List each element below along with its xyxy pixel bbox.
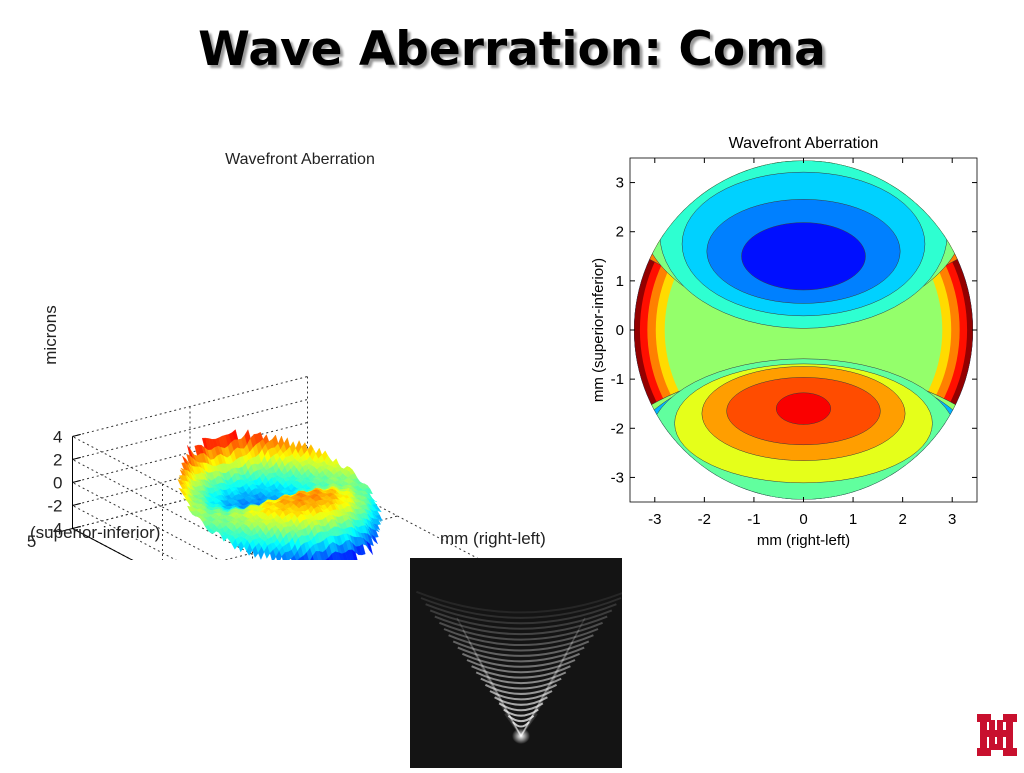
x-tick-label: 2 bbox=[898, 511, 906, 528]
y-axis-label: mm (superior-inferior) bbox=[590, 258, 607, 402]
x-tick-label: 3 bbox=[948, 511, 956, 528]
z-tick-label: 2 bbox=[53, 451, 62, 470]
y-axis-label: (superior-inferior) bbox=[30, 523, 160, 542]
y-tick-label: 0 bbox=[616, 322, 624, 339]
y-tick-label: -3 bbox=[611, 469, 624, 486]
x-axis-label: mm (right-left) bbox=[757, 532, 850, 549]
psf-image bbox=[410, 558, 622, 768]
z-tick-label: -2 bbox=[47, 497, 62, 516]
x-tick-label: 0 bbox=[799, 511, 807, 528]
x-axis-label: mm (right-left) bbox=[440, 529, 546, 548]
y-tick-label: -2 bbox=[611, 420, 624, 437]
y-tick-label: 3 bbox=[616, 175, 624, 192]
chart-title: Wavefront Aberration bbox=[729, 135, 879, 152]
x-tick-label: 1 bbox=[849, 511, 857, 528]
z-axis-label: microns bbox=[41, 305, 60, 365]
slide-title: Wave Aberration: Coma bbox=[0, 22, 1024, 77]
y-tick-label: 2 bbox=[616, 224, 624, 241]
x-tick-label: -3 bbox=[648, 511, 661, 528]
chart-title: Wavefront Aberration bbox=[225, 151, 375, 168]
contour-plot: -3 -2 -1 0 1 2 3 3 2 1 0 -1 -2 -3 Wavefront Aberration… bbox=[576, 126, 996, 556]
x-tick-label: -1 bbox=[747, 511, 760, 528]
university-of-houston-logo bbox=[975, 708, 1021, 762]
x-tick-label: -2 bbox=[698, 511, 711, 528]
z-tick-label: 4 bbox=[53, 428, 62, 447]
z-tick-label: 0 bbox=[53, 474, 62, 493]
y-tick-label: -1 bbox=[611, 371, 624, 388]
y-tick-label: 1 bbox=[616, 273, 624, 290]
